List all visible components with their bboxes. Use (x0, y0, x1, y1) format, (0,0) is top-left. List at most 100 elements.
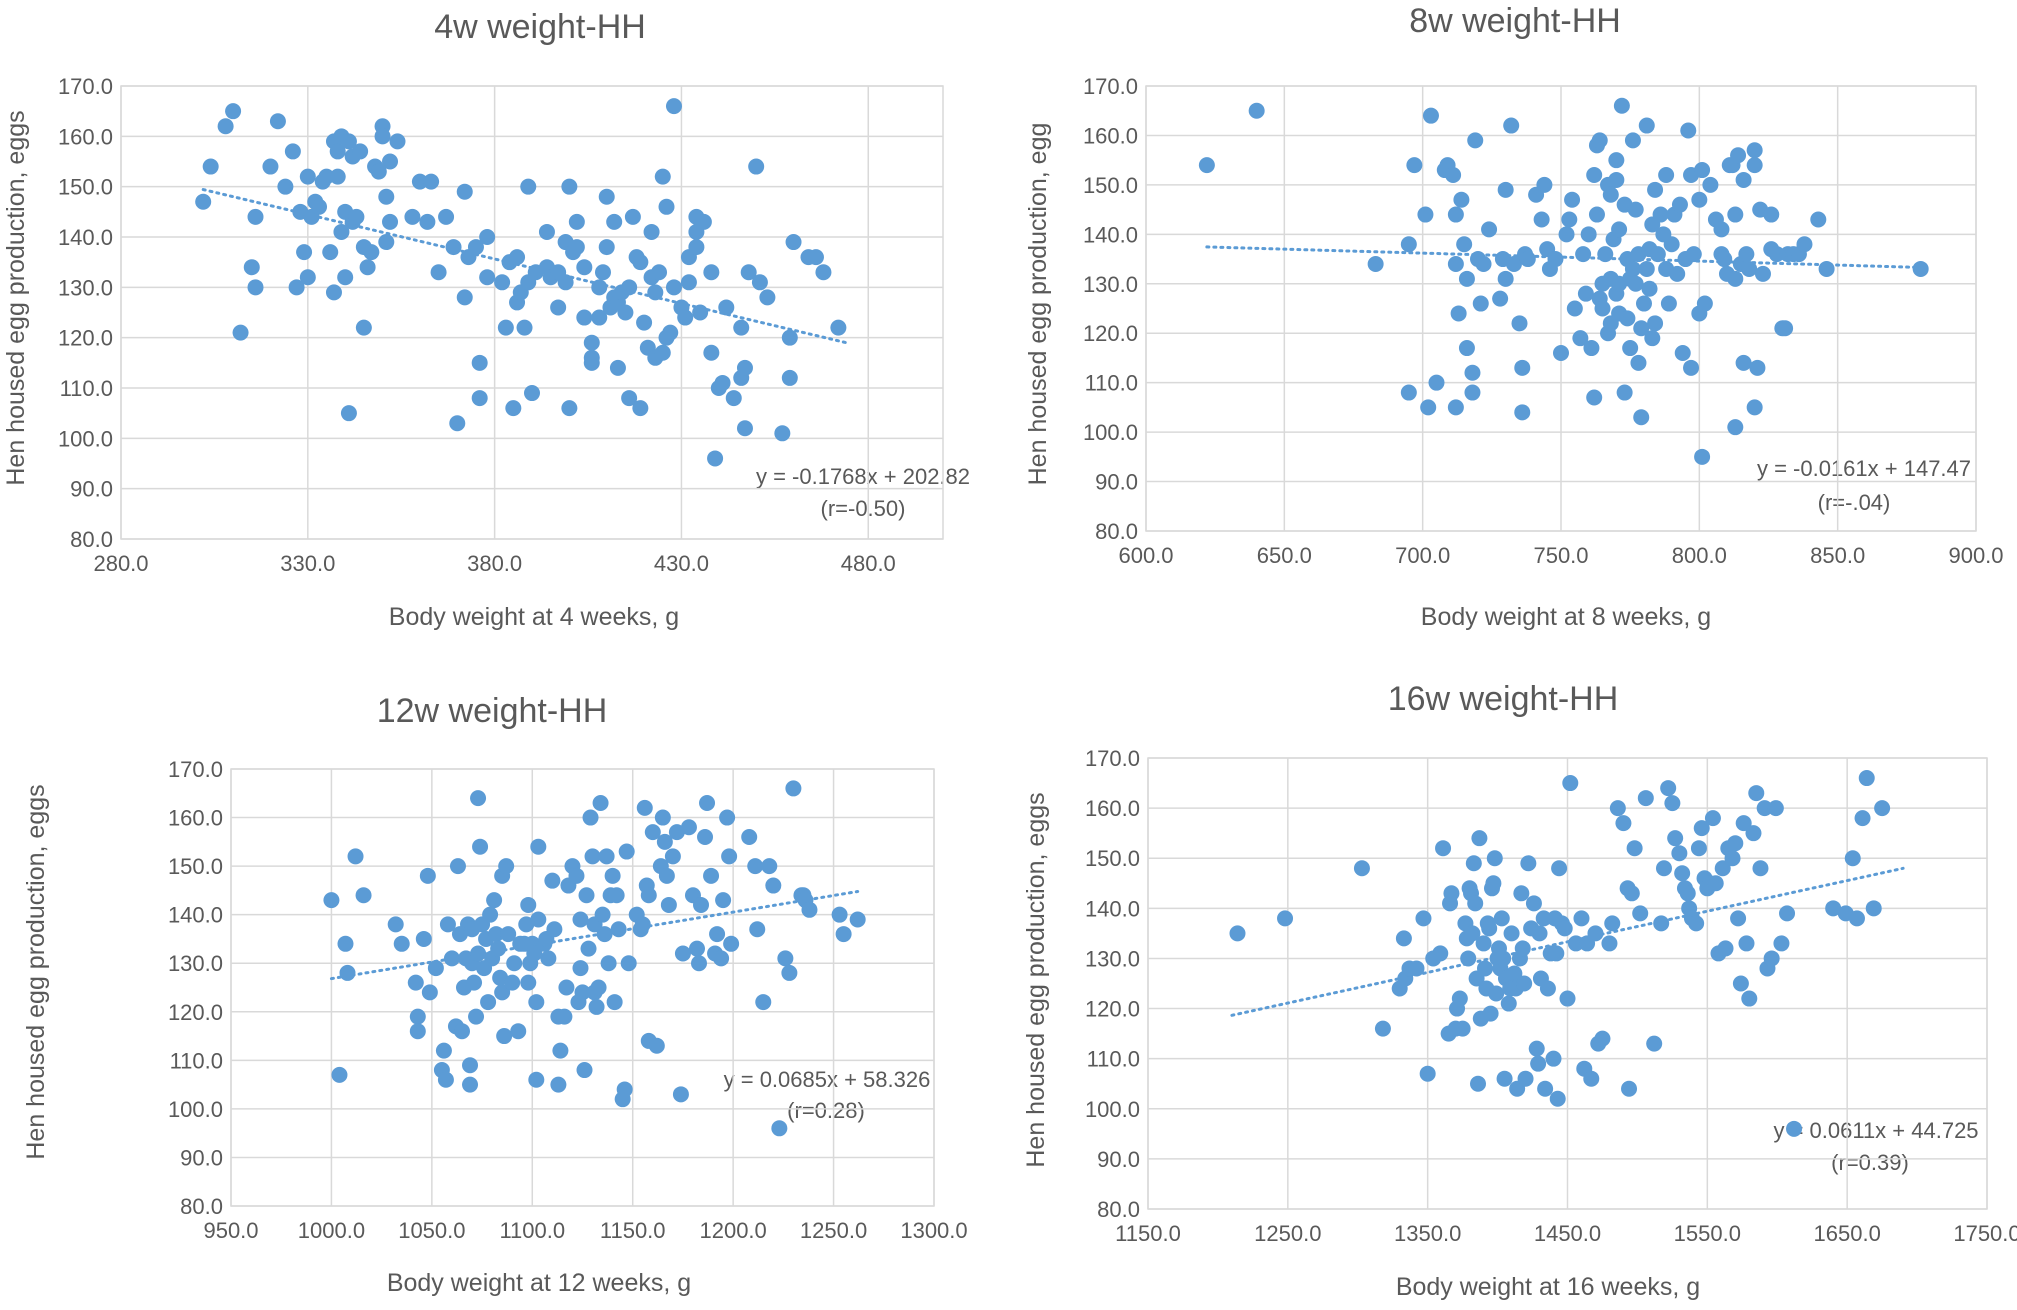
data-point (576, 1062, 593, 1079)
data-point (1497, 181, 1514, 198)
data-point (632, 400, 649, 417)
data-point (445, 239, 462, 256)
data-point (1551, 860, 1568, 877)
data-point (1611, 221, 1628, 238)
data-point (697, 828, 714, 845)
data-point (558, 979, 575, 996)
data-point (340, 405, 357, 422)
data-point (1198, 157, 1215, 174)
y-tick-label: 150.0 (58, 175, 113, 200)
data-point (624, 208, 641, 225)
x-axis-label: Body weight at 16 weeks, g (1396, 1273, 1700, 1301)
data-point (1658, 167, 1675, 183)
data-point (1400, 384, 1417, 401)
data-point (594, 264, 611, 281)
y-tick-label: 160.0 (1083, 123, 1138, 148)
data-point (439, 916, 456, 933)
data-point (680, 819, 697, 836)
data-point (530, 911, 547, 928)
data-point (1561, 211, 1578, 228)
x-tick-label: 600.0 (1118, 543, 1173, 568)
data-point (1854, 810, 1871, 827)
x-tick-label: 950.0 (203, 1218, 258, 1243)
y-tick-label: 90.0 (70, 477, 113, 502)
data-point (1395, 930, 1412, 947)
y-tick-label: 170.0 (1083, 74, 1138, 99)
data-point (1767, 800, 1784, 817)
data-point (340, 133, 357, 150)
data-point (1749, 359, 1766, 376)
data-point (1669, 265, 1686, 282)
data-point (1746, 399, 1763, 416)
data-point (471, 354, 488, 371)
data-point (1475, 935, 1492, 952)
data-point (1353, 860, 1370, 877)
data-point (505, 400, 522, 417)
data-point (1647, 181, 1664, 198)
y-tick-label: 100.0 (58, 426, 113, 451)
trendline (1205, 245, 1923, 269)
data-point (1691, 191, 1708, 208)
data-point (311, 198, 328, 215)
data-point (662, 324, 679, 341)
data-point (1779, 905, 1796, 922)
data-point (348, 208, 365, 225)
y-tick-label: 100.0 (168, 1097, 223, 1122)
data-point (1400, 236, 1417, 253)
data-point (736, 359, 753, 376)
data-point (1583, 1070, 1600, 1087)
data-point (530, 838, 547, 855)
data-point (693, 896, 710, 913)
y-tick-label: 150.0 (1083, 173, 1138, 198)
data-point (1503, 925, 1520, 942)
data-point (494, 984, 511, 1001)
data-point (1754, 265, 1771, 282)
data-point (550, 299, 567, 316)
data-point (509, 249, 526, 266)
data-point (1663, 236, 1680, 253)
y-tick-label: 140.0 (58, 225, 113, 250)
data-point (520, 974, 537, 991)
data-point (1727, 270, 1744, 287)
data-point (1732, 975, 1749, 992)
data-point (688, 940, 705, 957)
data-point (651, 264, 668, 281)
y-tick-label: 170.0 (58, 74, 113, 99)
data-point (1626, 840, 1643, 857)
data-point (1587, 925, 1604, 942)
x-tick-label: 1200.0 (699, 1218, 766, 1243)
data-point (1763, 950, 1780, 967)
y-tick-label: 100.0 (1085, 1097, 1140, 1122)
data-point (1696, 295, 1713, 312)
data-point (1810, 211, 1827, 228)
data-point (524, 385, 540, 402)
data-point (672, 1086, 689, 1103)
data-point (1460, 950, 1477, 967)
data-point (1694, 448, 1711, 465)
chart-title: 8w weight-HH (1409, 2, 1621, 40)
data-point (470, 945, 487, 962)
data-point (1615, 815, 1632, 832)
data-point (1768, 246, 1785, 263)
data-point (352, 143, 369, 160)
data-point (606, 213, 623, 230)
data-point (500, 926, 517, 943)
data-point (423, 173, 440, 190)
y-tick-label: 160.0 (168, 806, 223, 831)
data-point (1374, 1020, 1391, 1037)
data-point (606, 994, 623, 1011)
data-point (1516, 975, 1533, 992)
data-point (1604, 915, 1621, 932)
x-tick-label: 1300.0 (900, 1218, 967, 1243)
data-point (526, 945, 543, 962)
data-point (1472, 295, 1489, 312)
data-point (1447, 256, 1464, 272)
data-point (232, 324, 249, 341)
data-point (1865, 900, 1882, 917)
data-point (299, 269, 316, 286)
data-point (1419, 1065, 1436, 1082)
chart-panel-12w: 12w weight-HH Body weight at 12 weeks, g… (22, 692, 968, 1297)
data-point (247, 208, 264, 225)
x-tick-label: 900.0 (1948, 543, 2003, 568)
